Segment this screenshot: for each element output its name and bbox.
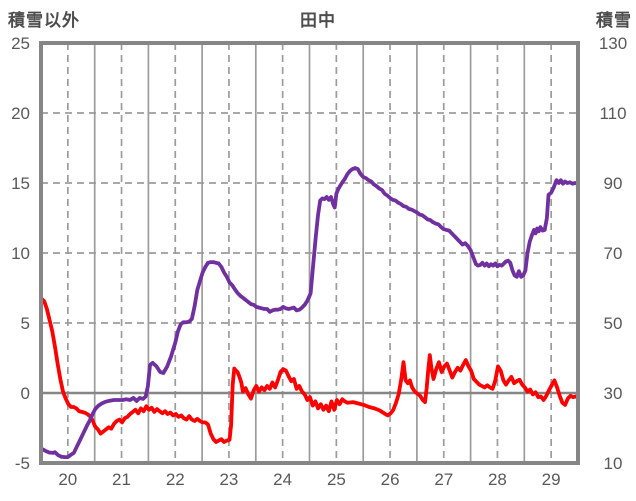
left-tick-label: 0 bbox=[21, 384, 30, 403]
series-line-left-axis bbox=[40, 297, 580, 444]
right-tick-label: 110 bbox=[599, 104, 626, 123]
x-tick-label: 20 bbox=[58, 470, 77, 489]
series-line-right-axis bbox=[40, 166, 580, 460]
x-tick-label: 29 bbox=[542, 470, 561, 489]
right-tick-label: 70 bbox=[604, 244, 623, 263]
left-tick-label: 10 bbox=[11, 244, 30, 263]
left-tick-label: 15 bbox=[11, 174, 30, 193]
x-tick-label: 27 bbox=[434, 470, 453, 489]
left-tick-label: -5 bbox=[15, 454, 30, 473]
chart-title: 田中 bbox=[300, 11, 336, 30]
left-tick-label: 5 bbox=[21, 314, 30, 333]
x-tick-label: 26 bbox=[381, 470, 400, 489]
x-tick-label: 22 bbox=[166, 470, 185, 489]
right-tick-label: 130 bbox=[599, 34, 627, 53]
right-tick-label: 30 bbox=[604, 384, 623, 403]
left-tick-label: 25 bbox=[11, 34, 30, 53]
x-tick-label: 25 bbox=[327, 470, 346, 489]
left-axis-title: 積雪以外 bbox=[8, 11, 80, 30]
x-tick-label: 28 bbox=[488, 470, 507, 489]
plot-frame bbox=[39, 41, 580, 465]
right-axis-title: 積雪 bbox=[596, 11, 632, 30]
left-tick-label: 20 bbox=[11, 104, 30, 123]
x-tick-label: 24 bbox=[273, 470, 292, 489]
right-tick-label: 90 bbox=[604, 174, 623, 193]
x-tick-label: 21 bbox=[112, 470, 131, 489]
x-tick-label: 23 bbox=[219, 470, 238, 489]
right-tick-label: 50 bbox=[604, 314, 623, 333]
right-tick-label: 10 bbox=[604, 454, 623, 473]
